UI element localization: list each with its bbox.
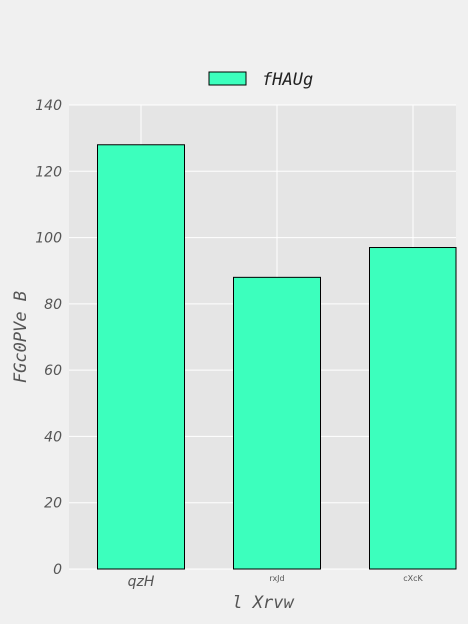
y-tick-label: 120 [35,164,62,180]
y-tick-label: 80 [44,297,62,313]
x-tick-labels: qzH rxJd cXcK [128,574,424,590]
y-tick-label: 140 [35,98,62,114]
bar-cXcK [369,247,457,570]
x-tick-label: cXcK [403,574,423,583]
y-tick-label: 100 [35,231,62,247]
y-tick-label: 20 [44,496,62,512]
x-axis-label: l Xrvw [232,593,294,613]
x-tick-label: qzH [128,574,155,590]
bars [97,144,457,570]
legend-swatch [208,71,247,86]
y-axis-label: FGc0PVe B [11,291,31,383]
legend: fHAUg [208,70,313,90]
x-tick-label: rxJd [269,574,284,583]
y-tick-label: 0 [53,562,62,578]
y-tick-label: 40 [44,429,62,445]
y-tick-labels: 0 20 40 60 80 100 120 140 [35,98,62,578]
y-tick-label: 60 [44,363,62,379]
bar-qzH [97,144,185,570]
bar-rxJd [233,276,321,570]
legend-label: fHAUg [262,70,313,90]
